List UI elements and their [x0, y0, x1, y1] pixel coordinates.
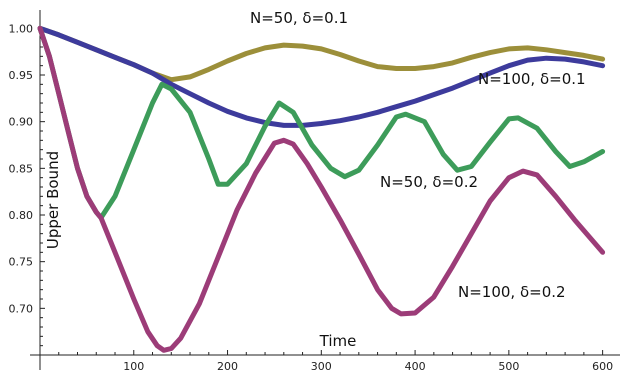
series-label-n50-d02: N=50, δ=0.2	[380, 173, 478, 191]
x-tick-label: 200	[217, 360, 238, 373]
y-tick-label: 0.70	[9, 302, 34, 315]
x-tick-label: 100	[123, 360, 144, 373]
x-tick-label: 500	[498, 360, 519, 373]
x-tick-label: 300	[311, 360, 332, 373]
series-label-n50-d01: N=50, δ=0.1	[250, 9, 348, 27]
y-axis-title: Upper Bound	[44, 151, 62, 249]
series-line-n100-d02	[37, 25, 606, 353]
label-layer: Time Upper Bound N=50, δ=0.1 N=100, δ=0.1 N=…	[44, 9, 586, 350]
series-label-n100-d02: N=100, δ=0.2	[458, 283, 566, 301]
x-tick-label: 600	[592, 360, 613, 373]
y-tick-label: 0.90	[9, 116, 34, 129]
y-tick-label: 0.75	[9, 256, 34, 269]
x-tick-label: 400	[405, 360, 426, 373]
series-line-n100-d01	[37, 25, 606, 128]
axes-layer: 100 200 300 400 500 600 0.70 0.75 0.80 0.85 0.90 0.…	[9, 10, 620, 373]
series-label-n100-d01: N=100, δ=0.1	[478, 70, 586, 88]
y-tick-label: 0.85	[9, 162, 34, 175]
y-tick-label: 1.00	[9, 22, 34, 35]
series-layer	[37, 25, 606, 353]
y-tick-label: 0.80	[9, 209, 34, 222]
x-axis-title: Time	[319, 332, 357, 350]
y-tick-label: 0.95	[9, 69, 34, 82]
